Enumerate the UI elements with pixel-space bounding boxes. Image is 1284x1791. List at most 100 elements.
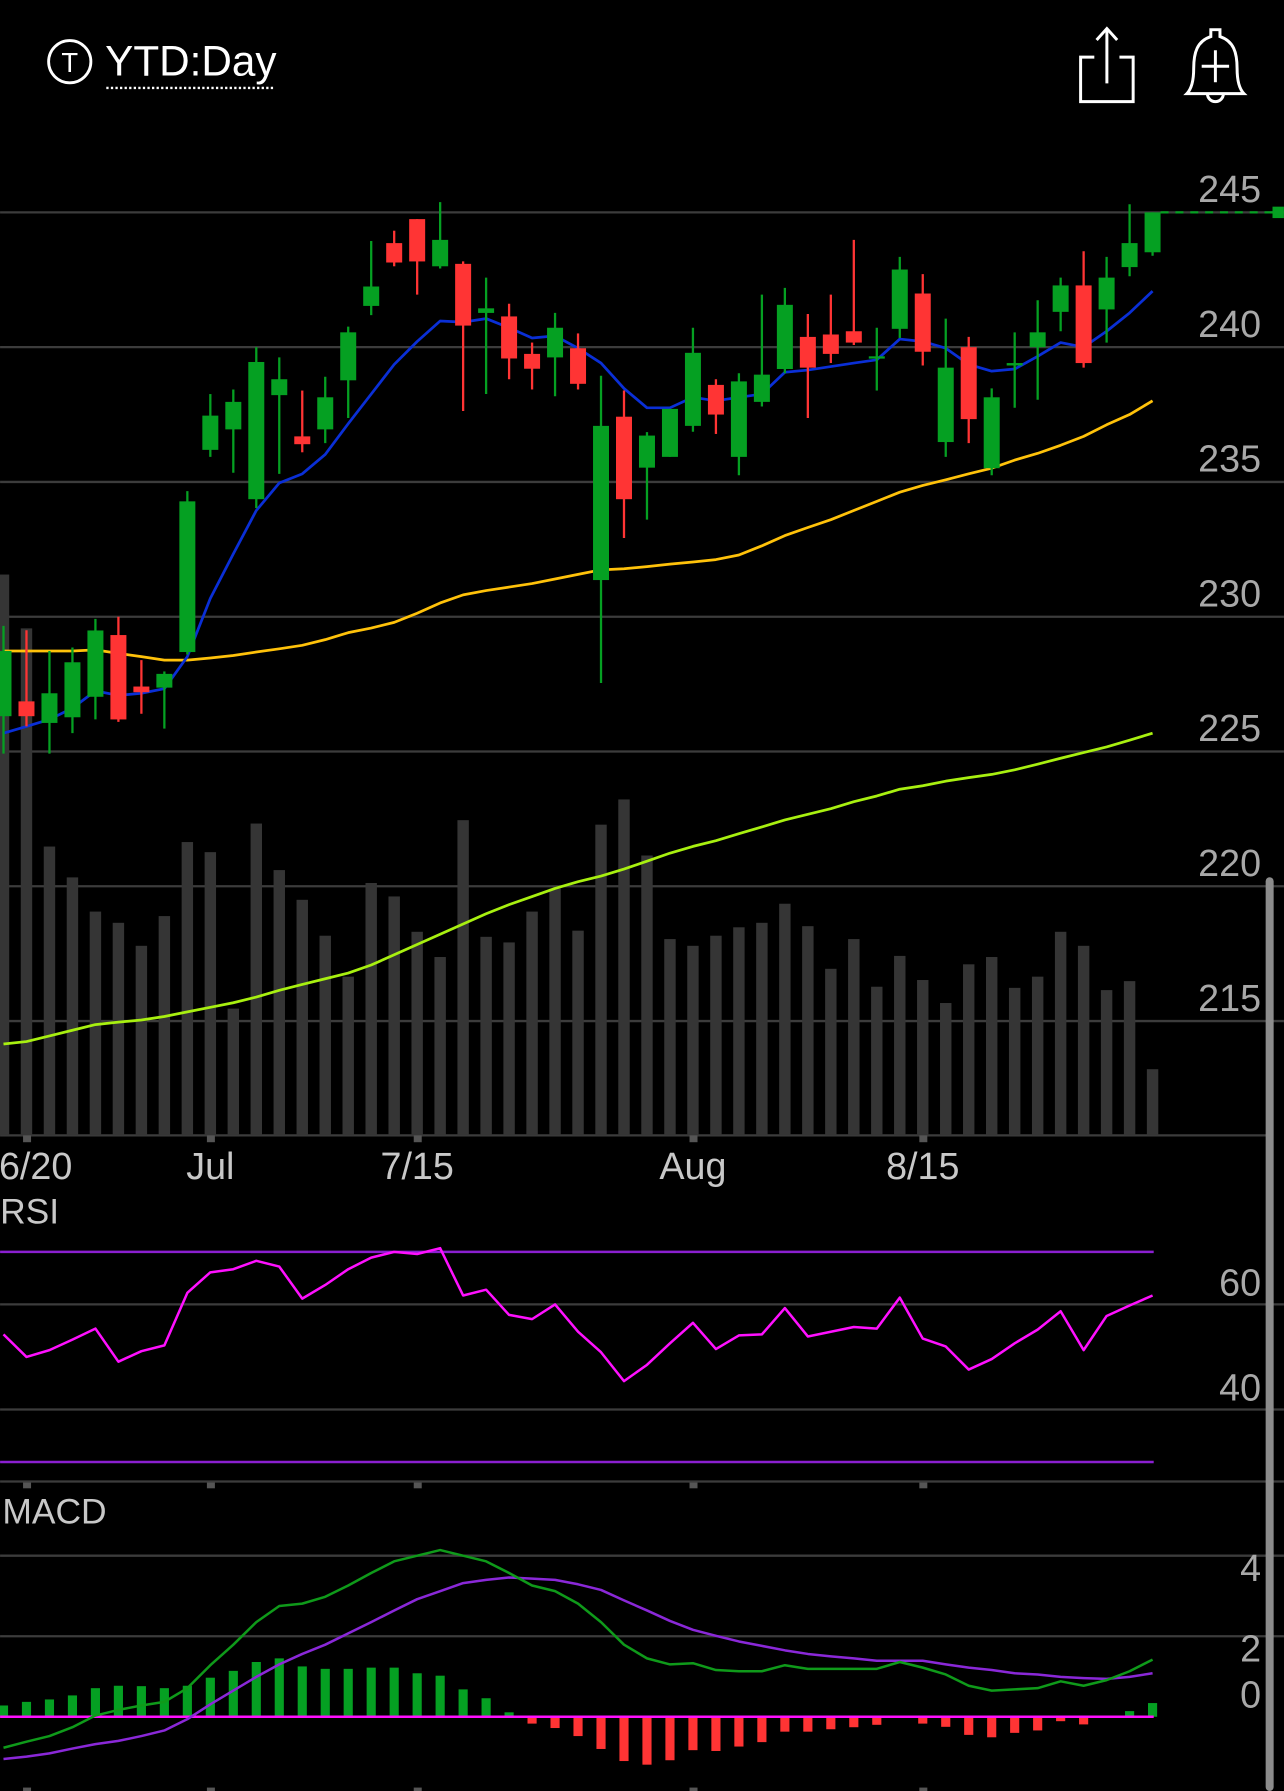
volume-bar — [181, 842, 194, 1136]
macd-tick-label: 4 — [1240, 1547, 1261, 1589]
candle-down[interactable] — [386, 243, 403, 263]
candle-up[interactable] — [317, 397, 334, 430]
share-icon[interactable] — [1079, 26, 1135, 104]
x-tick-mark — [413, 1135, 422, 1143]
candle-up[interactable] — [363, 286, 380, 306]
candle-up[interactable] — [340, 332, 357, 381]
candle-up[interactable] — [225, 401, 242, 430]
candle-down[interactable] — [1075, 285, 1092, 364]
volume-bar — [273, 870, 285, 1136]
price-tick-label: 245 — [1198, 168, 1261, 210]
macd-tick-label: 0 — [1240, 1674, 1261, 1716]
candle-down[interactable] — [18, 701, 35, 717]
macd-histogram-bar-negative — [780, 1716, 790, 1732]
candle-up[interactable] — [64, 662, 81, 718]
candle-up[interactable] — [156, 673, 173, 688]
volume-bar — [1077, 945, 1090, 1136]
candle-up[interactable] — [1144, 212, 1161, 253]
volume-bar — [802, 926, 814, 1136]
volume-bar — [250, 823, 263, 1136]
candlesticks[interactable] — [0, 202, 1284, 754]
scrollbar[interactable] — [1265, 877, 1274, 1791]
macd-histogram-bar-negative — [872, 1716, 882, 1725]
volume-bar — [618, 799, 630, 1136]
candle-down[interactable] — [524, 353, 541, 369]
candle-up[interactable] — [1121, 243, 1138, 268]
volume-bar — [388, 896, 400, 1136]
candle-up[interactable] — [478, 308, 495, 313]
period-selector[interactable]: YTD:Day — [105, 37, 277, 84]
macd-histogram-bar-positive — [136, 1686, 146, 1717]
candle-up[interactable] — [1052, 285, 1069, 312]
candle-up[interactable] — [1098, 277, 1115, 310]
macd-histogram-bar-negative — [619, 1716, 629, 1762]
volume-bar — [112, 922, 125, 1136]
candle-up[interactable] — [891, 269, 908, 329]
candle-down[interactable] — [845, 331, 862, 343]
macd-histogram-bar-positive — [504, 1712, 514, 1717]
volume-bar — [204, 852, 217, 1136]
candle-up[interactable] — [983, 397, 1000, 469]
candle-up[interactable] — [432, 239, 449, 267]
candle-up[interactable] — [776, 304, 793, 369]
candle-up[interactable] — [547, 327, 564, 358]
candle-up[interactable] — [868, 356, 885, 359]
candle-up[interactable] — [684, 352, 701, 426]
candle-up[interactable] — [41, 693, 58, 723]
macd-histogram-bar-positive — [251, 1661, 261, 1717]
volume-bar — [710, 935, 722, 1136]
volume-bar — [1123, 981, 1136, 1136]
volume-bar — [894, 955, 906, 1136]
x-tick-label: Jul — [186, 1145, 234, 1187]
candle-down[interactable] — [501, 316, 518, 359]
candle-up[interactable] — [202, 415, 219, 450]
price-tick-label: 215 — [1198, 977, 1261, 1019]
x-tick-label: 6/20 — [0, 1145, 72, 1187]
candle-up[interactable] — [271, 379, 288, 396]
macd-histogram-bar-negative — [1010, 1716, 1020, 1733]
macd-histogram-bar-negative — [964, 1716, 974, 1735]
macd-histogram-bar-negative — [1056, 1716, 1066, 1722]
macd-tick-label: 2 — [1240, 1627, 1261, 1669]
volume-bar — [43, 846, 56, 1136]
candle-down[interactable] — [616, 416, 632, 500]
candle-up[interactable] — [0, 650, 12, 717]
candle-up[interactable] — [730, 381, 747, 457]
candle-up[interactable] — [937, 367, 954, 443]
candle-up[interactable] — [593, 425, 610, 581]
candle-down[interactable] — [570, 348, 587, 384]
volume-bar — [158, 916, 171, 1136]
candle-up[interactable] — [638, 435, 655, 468]
candle-up[interactable] — [753, 374, 770, 402]
macd-histogram-bar-positive — [458, 1689, 468, 1717]
macd-histogram-bar-negative — [550, 1716, 560, 1729]
candle-up[interactable] — [1029, 332, 1046, 348]
candle-up[interactable] — [179, 501, 196, 653]
candle-down[interactable] — [409, 219, 426, 262]
candle-up[interactable] — [87, 630, 104, 697]
candle-down[interactable] — [822, 334, 839, 354]
macd-histogram-bar-positive — [90, 1688, 100, 1717]
candle-down[interactable] — [960, 347, 977, 420]
candle-down[interactable] — [294, 436, 311, 445]
volume-bar — [526, 911, 538, 1136]
macd-histogram-bar-negative — [987, 1716, 997, 1738]
ticker-badge[interactable]: T — [47, 39, 93, 85]
candle-down[interactable] — [133, 686, 150, 693]
candle-down[interactable] — [914, 293, 931, 352]
candle-up[interactable] — [661, 408, 678, 457]
macd-line — [3, 1548, 1154, 1749]
macd-histogram-bar-negative — [803, 1716, 813, 1732]
candle-down[interactable] — [799, 336, 816, 368]
volume-bar — [20, 628, 33, 1136]
macd-histogram-bar-negative — [573, 1716, 583, 1737]
candle-up[interactable] — [248, 361, 265, 500]
volume-bars — [0, 574, 1159, 1136]
candle-down[interactable] — [455, 263, 472, 326]
bell-plus-icon[interactable] — [1183, 28, 1248, 104]
candle-down[interactable] — [110, 635, 127, 720]
rsi-tick-label: 40 — [1219, 1366, 1261, 1408]
candle-up[interactable] — [1006, 363, 1023, 366]
candle-down[interactable] — [707, 384, 724, 415]
